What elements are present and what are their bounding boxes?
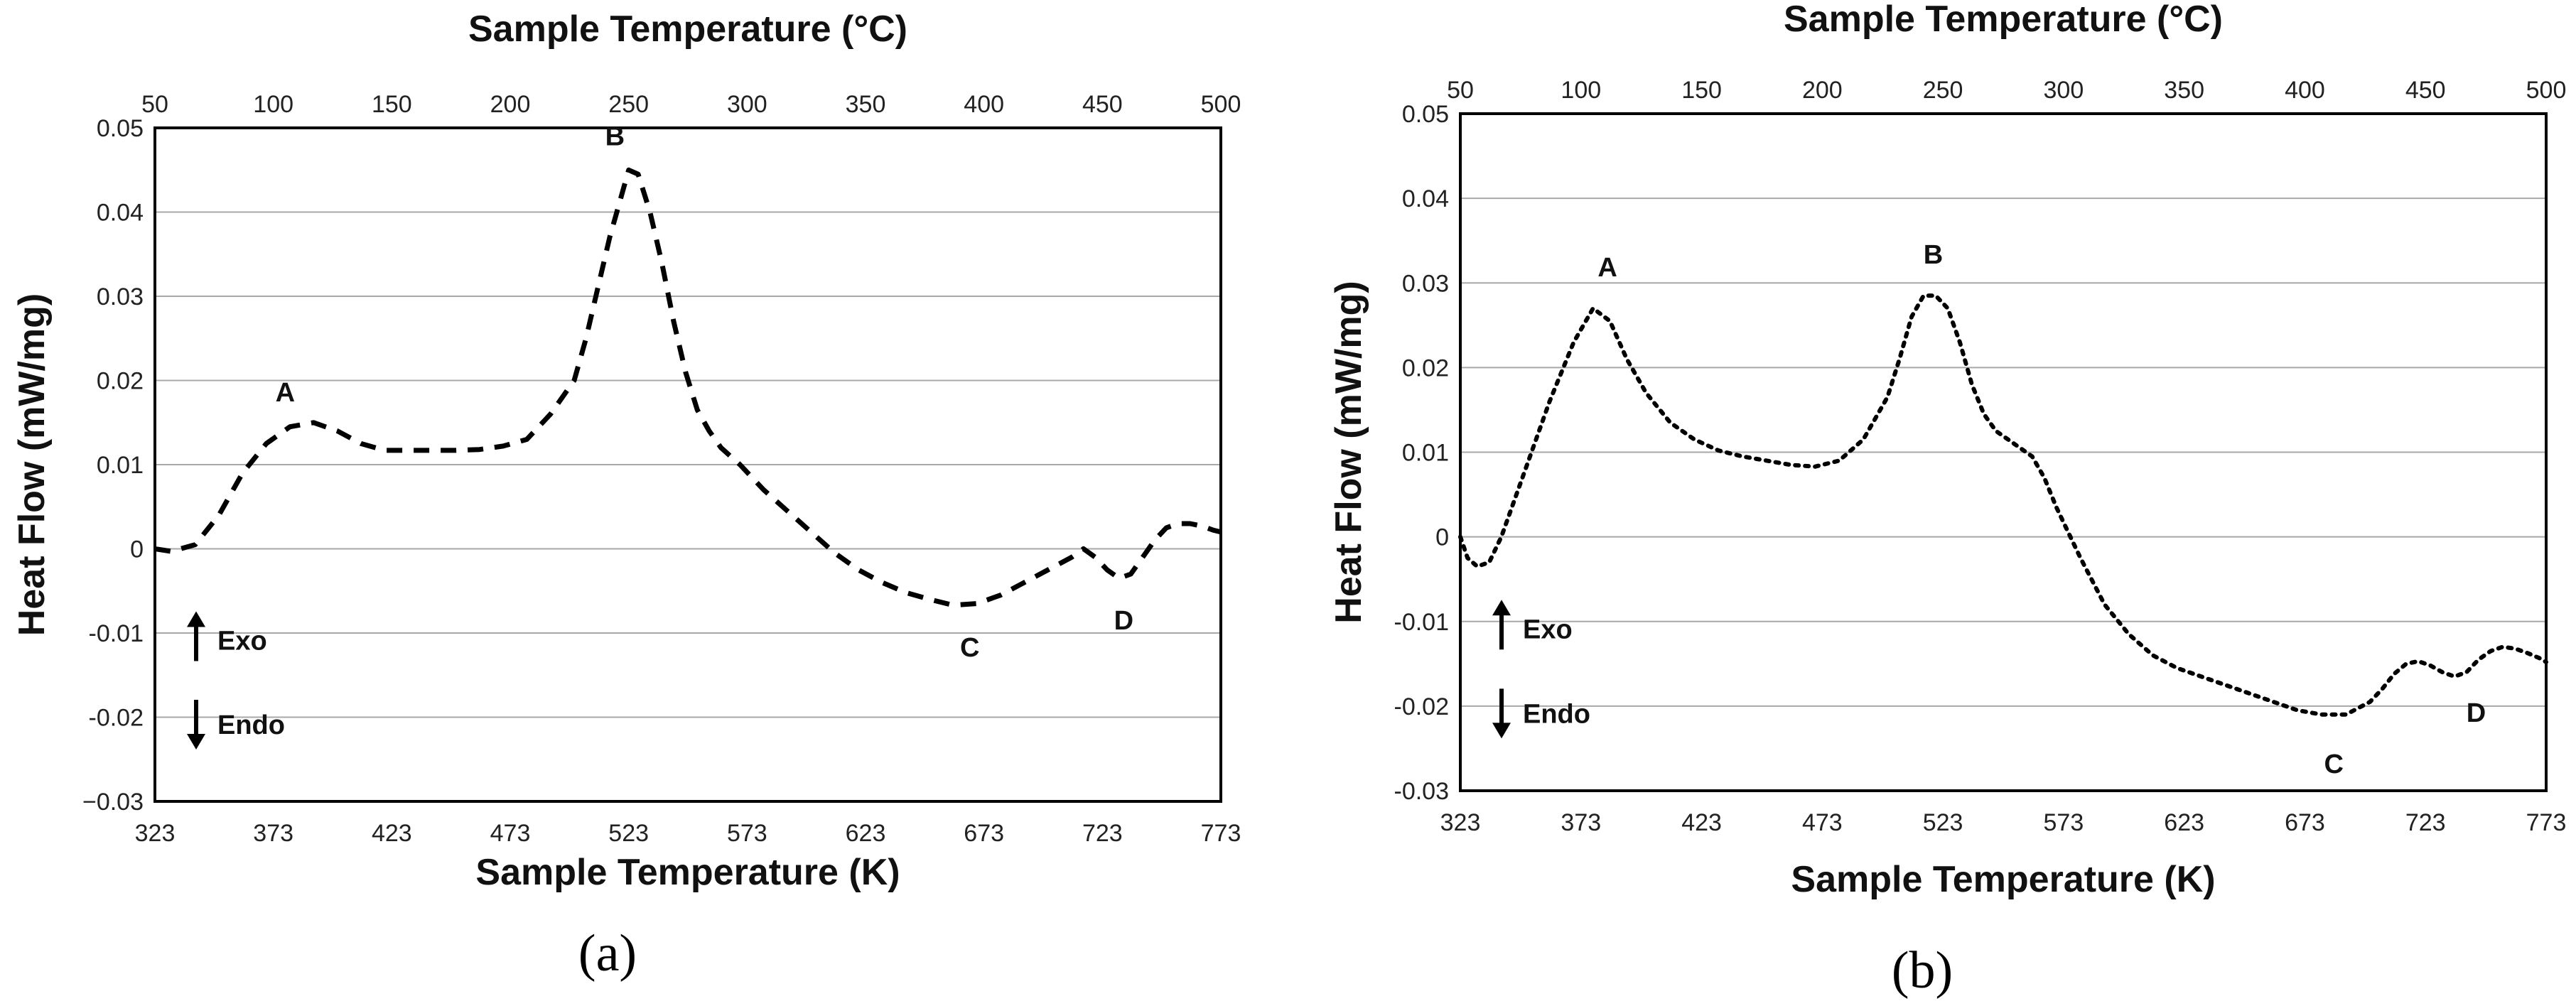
x2-tick-label: 500 xyxy=(1201,91,1241,118)
peak-label-a: A xyxy=(276,378,295,408)
x-tick-label: 523 xyxy=(1923,809,1963,836)
x2-tick-label: 350 xyxy=(2164,77,2204,104)
x2-tick-label: 250 xyxy=(608,91,649,118)
x-tick-label: 473 xyxy=(490,820,531,847)
x2-tick-label: 350 xyxy=(846,91,886,118)
exo-label: Exo xyxy=(1523,615,1573,644)
x-tick-label: 573 xyxy=(2044,809,2084,836)
x2-tick-label: 50 xyxy=(1447,77,1474,104)
peak-label-a: A xyxy=(1597,253,1617,283)
peak-label-c: C xyxy=(2324,750,2343,779)
x-tick-label: 773 xyxy=(1201,820,1241,847)
series-line xyxy=(1458,293,2548,717)
y-tick-label: 0.05 xyxy=(1402,101,1449,128)
y-tick-label: -0.03 xyxy=(1394,778,1450,805)
x2-tick-label: 300 xyxy=(727,91,767,118)
x-tick-label: 623 xyxy=(2164,809,2204,836)
x-tick-label: 723 xyxy=(1082,820,1123,847)
y-axis-title: Heat Flow (mW/mg) xyxy=(11,293,53,636)
y-tick-label: 0.04 xyxy=(97,200,144,227)
x-tick-label: 423 xyxy=(372,820,412,847)
x-tick-label: 323 xyxy=(135,820,176,847)
peak-label-d: D xyxy=(2467,698,2486,728)
x-tick-label: 573 xyxy=(727,820,767,847)
y-tick-label: 0.03 xyxy=(1402,270,1449,297)
y-tick-label: 0.02 xyxy=(97,368,144,395)
peak-label-d: D xyxy=(1114,606,1133,636)
y-tick-label: −0.03 xyxy=(82,789,144,816)
plot-frame xyxy=(153,126,1222,803)
chart-panel-a: 0.05 0.04 0.03 0.02 0.01 0 -0.01 -0.02 −0.03 323 3… xyxy=(11,9,1241,983)
y-axis-title: Heat Flow (mW/mg) xyxy=(1328,281,1369,623)
x-tick-label: 773 xyxy=(2526,809,2567,836)
exo-label: Exo xyxy=(217,626,267,656)
exo-arrowhead-icon xyxy=(1492,600,1511,616)
panel-caption: (a) xyxy=(578,924,637,983)
x2-axis-title: Sample Temperature (°C) xyxy=(1784,0,2223,40)
y-tick-label: 0 xyxy=(1435,524,1449,551)
x2-tick-label: 150 xyxy=(1681,77,1722,104)
y-tick-label: -0.01 xyxy=(1394,609,1450,636)
y-tick-label: 0.05 xyxy=(97,115,144,142)
panel-caption: (b) xyxy=(1892,941,1953,1000)
x2-tick-label: 250 xyxy=(1923,77,1963,104)
y-tick-label: 0.04 xyxy=(1402,185,1449,212)
endo-arrowhead-icon xyxy=(1492,723,1511,739)
x2-axis-title: Sample Temperature (°C) xyxy=(468,9,907,50)
y-tick-label: 0 xyxy=(130,536,144,563)
peak-label-c: C xyxy=(960,633,979,663)
series-line xyxy=(154,167,1222,608)
x-tick-label: 323 xyxy=(1440,809,1481,836)
y-tick-label: -0.02 xyxy=(1394,693,1450,720)
x2-tick-label: 500 xyxy=(2526,77,2567,104)
endo-arrowhead-icon xyxy=(187,733,205,750)
x2-tick-label: 100 xyxy=(1561,77,1601,104)
x-tick-label: 373 xyxy=(1561,809,1601,836)
x-tick-label: 473 xyxy=(1802,809,1843,836)
x2-tick-label: 150 xyxy=(372,91,412,118)
x2-tick-label: 450 xyxy=(1082,91,1123,118)
x2-tick-label: 100 xyxy=(253,91,293,118)
plot-frame xyxy=(1459,112,2548,792)
endo-label: Endo xyxy=(1523,699,1590,729)
chart-panel-b: 0.05 0.04 0.03 0.02 0.01 0 -0.01 -0.02 -0.03 323 3… xyxy=(1328,0,2566,1000)
y-tick-label: 0.03 xyxy=(97,283,144,310)
x2-tick-label: 300 xyxy=(2044,77,2084,104)
endo-label: Endo xyxy=(217,710,285,740)
exo-arrowhead-icon xyxy=(187,611,205,627)
y-tick-label: -0.01 xyxy=(89,620,144,647)
x2-tick-label: 450 xyxy=(2405,77,2446,104)
x-tick-label: 673 xyxy=(2285,809,2325,836)
x-tick-label: 523 xyxy=(608,820,649,847)
x-tick-label: 373 xyxy=(253,820,293,847)
y-tick-label: -0.02 xyxy=(89,705,144,732)
x-tick-label: 423 xyxy=(1681,809,1722,836)
x-tick-label: 623 xyxy=(846,820,886,847)
x-axis-title: Sample Temperature (K) xyxy=(475,852,900,893)
x-axis-title: Sample Temperature (K) xyxy=(1791,859,2215,900)
y-tick-label: 0.01 xyxy=(1402,440,1449,467)
x2-tick-label: 50 xyxy=(141,91,168,118)
x-tick-label: 673 xyxy=(964,820,1004,847)
peak-label-b: B xyxy=(605,121,625,151)
y-tick-label: 0.01 xyxy=(97,452,144,479)
x2-tick-label: 400 xyxy=(964,91,1004,118)
x2-tick-label: 200 xyxy=(1802,77,1843,104)
x2-tick-label: 200 xyxy=(490,91,531,118)
y-tick-label: 0.02 xyxy=(1402,355,1449,382)
x-tick-label: 723 xyxy=(2405,809,2446,836)
peak-label-b: B xyxy=(1924,240,1943,270)
x2-tick-label: 400 xyxy=(2285,77,2325,104)
